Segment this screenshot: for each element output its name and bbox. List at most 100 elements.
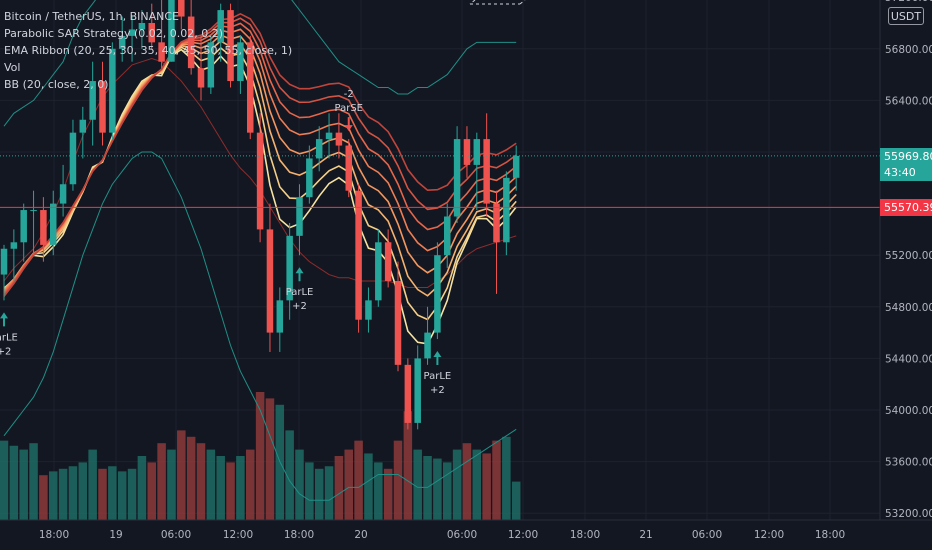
volume-bar-49 (482, 453, 491, 520)
candle-14 (138, 10, 146, 49)
volume-bar-15 (147, 462, 156, 520)
candle-34 (335, 113, 343, 159)
candle-body-24 (237, 42, 244, 82)
arrow-up-icon (295, 267, 304, 282)
volume-bar-2 (19, 449, 28, 520)
candle-12 (118, 16, 126, 62)
currency-selector[interactable]: USDT (888, 7, 924, 25)
volume-bar-12 (117, 471, 127, 520)
candle-body-14 (138, 23, 146, 30)
volume-bar-16 (157, 443, 166, 520)
signal-qty: -2 (344, 89, 354, 100)
chart-legend: Bitcoin / TetherUS, 1h, BINANCE Paraboli… (4, 8, 292, 93)
volume-bar-1 (9, 445, 19, 520)
volume-bar-3 (29, 443, 38, 520)
candle-8 (79, 106, 87, 159)
candle-body-35 (345, 145, 352, 191)
price-tick-6: 54400.00 (885, 353, 932, 365)
volume-bar-45 (443, 462, 452, 520)
candle-body-45 (444, 216, 451, 256)
signal-label: ParLE (424, 371, 452, 382)
candle-body-20 (197, 68, 205, 88)
candle-43 (424, 306, 431, 365)
time-tick-4: 18:00 (284, 529, 314, 541)
candle-body-27 (266, 229, 274, 333)
volume-bar-21 (206, 449, 216, 520)
signal-parse-2: -2 ParSE (335, 89, 363, 132)
volume-bar-14 (137, 456, 147, 520)
indicator-volume[interactable]: Vol (4, 61, 21, 74)
candle-15 (148, 3, 155, 49)
candle-30 (296, 184, 303, 256)
volume-bar-38 (374, 462, 383, 520)
candlesticks (0, 0, 520, 430)
time-tick-12: 18:00 (815, 529, 845, 541)
volume-bar-31 (305, 462, 314, 520)
candle-body-23 (227, 10, 234, 82)
volume-bar-46 (452, 449, 462, 520)
candle-29 (286, 222, 293, 320)
candle-44 (434, 242, 441, 340)
signal-label: ParLE (286, 287, 314, 298)
volume-bar-40 (393, 440, 403, 520)
price-tick-8: 53600.00 (885, 457, 932, 469)
indicator-bollinger[interactable]: BB (20, close, 2, 0) (4, 78, 109, 91)
time-tick-9: 21 (639, 529, 652, 541)
candle-6 (59, 164, 67, 217)
volume-bar-5 (49, 471, 58, 520)
volume-bar-6 (58, 468, 68, 520)
volume-bar-17 (167, 449, 176, 520)
volume-bar-32 (314, 468, 324, 520)
candle-5 (50, 190, 57, 256)
candle-32 (315, 126, 323, 172)
candle-36 (355, 184, 362, 333)
time-tick-7: 12:00 (508, 529, 538, 541)
candle-40 (394, 261, 402, 372)
candle-body-17 (168, 0, 175, 62)
signal-parle-1: ParLE +2 (0, 312, 18, 357)
candle-16 (158, 0, 165, 69)
candle-24 (237, 35, 244, 94)
volume-bar-48 (472, 449, 482, 520)
candle-body-30 (296, 197, 303, 236)
candle-body-25 (247, 42, 254, 133)
candle-body-4 (40, 210, 47, 245)
time-axis-ticks: 18:00 19 06:00 12:00 18:00 20 06:00 12:00 18:00 2… (39, 529, 845, 541)
candle-body-42 (414, 358, 421, 423)
candle-body-11 (109, 48, 116, 133)
candle-body-12 (118, 35, 126, 49)
volume-bar-29 (285, 430, 294, 520)
volume-bar-44 (433, 458, 442, 520)
candle-body-29 (286, 235, 293, 301)
candle-body-10 (99, 81, 106, 133)
alert-price-label: 55570.39 (880, 199, 932, 217)
price-tick-5: 54800.00 (885, 302, 932, 314)
candle-3 (30, 190, 37, 256)
bb-upper-line (3, 0, 517, 127)
volume-bar-23 (226, 462, 235, 520)
time-tick-1: 19 (109, 529, 122, 541)
candle-body-34 (335, 132, 343, 146)
volume-bar-36 (354, 440, 363, 520)
volume-bar-35 (344, 449, 353, 520)
candle-9 (89, 61, 96, 146)
volume-bar-8 (78, 462, 88, 520)
volume-bar-7 (68, 466, 78, 520)
volume-bars (0, 392, 521, 520)
volume-bar-26 (255, 392, 265, 520)
candle-51 (503, 171, 510, 256)
signal-parle-2: ParLE +2 (286, 267, 314, 312)
candle-19 (187, 0, 195, 75)
candle-body-43 (424, 332, 431, 359)
candle-1 (10, 229, 18, 281)
volume-bar-37 (364, 453, 373, 520)
candle-27 (266, 203, 274, 352)
candle-body-48 (473, 139, 481, 165)
indicator-psar[interactable]: Parabolic SAR Strategy (0.02, 0.02, 0.2) (4, 27, 224, 40)
volume-bar-39 (383, 468, 393, 520)
indicator-ema-ribbon[interactable]: EMA Ribbon (20, 25, 30, 35, 40, 45, 50, … (4, 44, 293, 57)
candle-body-5 (50, 203, 57, 245)
ema-ribbon (3, 12, 517, 345)
candle-body-16 (158, 42, 165, 62)
